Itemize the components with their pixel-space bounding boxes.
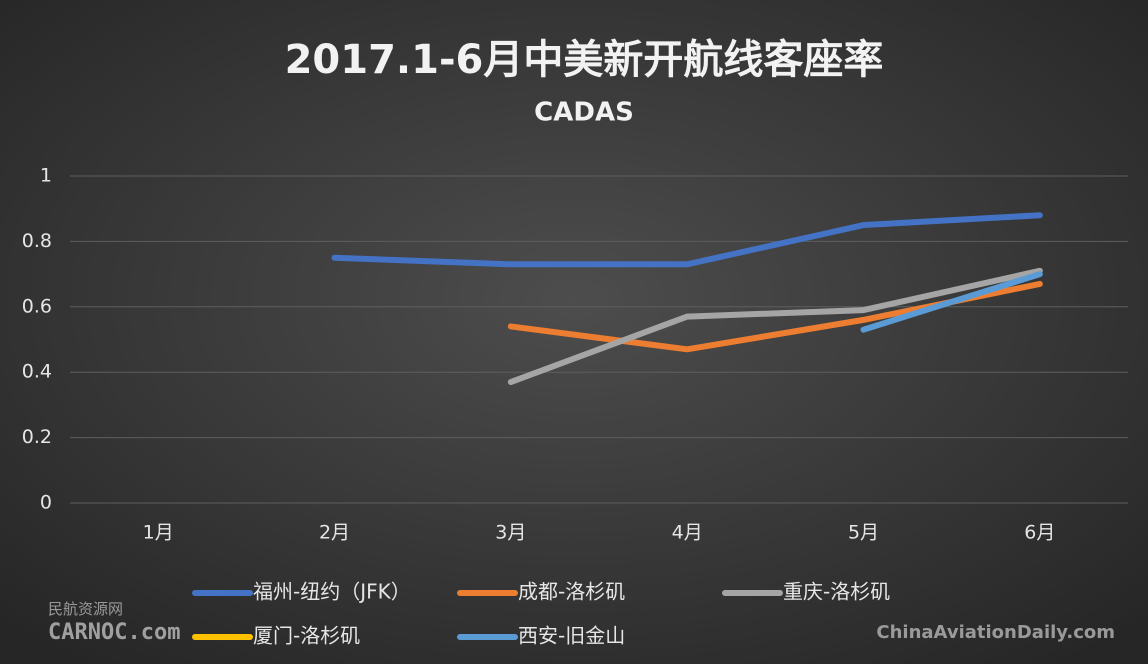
y-tick-label: 0 xyxy=(40,492,52,514)
y-tick-label: 1 xyxy=(40,165,52,187)
watermark: ChinaAviationDaily.com xyxy=(876,622,1115,643)
legend-label: 西安-旧金山 xyxy=(518,624,625,648)
y-tick-label: 0.2 xyxy=(22,426,52,448)
chart-title: 2017.1-6月中美新开航线客座率 xyxy=(285,37,884,83)
y-tick-label: 0.4 xyxy=(22,361,52,383)
series-line xyxy=(860,271,1043,333)
x-tick-label: 6月 xyxy=(1024,522,1055,544)
x-tick-label: 1月 xyxy=(143,522,174,544)
x-tick-label: 4月 xyxy=(672,522,703,544)
legend-label: 厦门-洛杉矶 xyxy=(253,624,360,648)
y-tick-label: 0.6 xyxy=(22,295,52,317)
x-tick-label: 3月 xyxy=(495,522,526,544)
legend-label: 福州-纽约（JFK） xyxy=(253,580,411,604)
legend-label: 成都-洛杉矶 xyxy=(518,580,625,604)
y-tick-label: 0.8 xyxy=(22,230,52,252)
watermark: CARNOC.com xyxy=(48,620,180,645)
series-line xyxy=(331,212,1043,268)
chart-subtitle: CADAS xyxy=(534,98,634,128)
x-tick-label: 5月 xyxy=(848,522,879,544)
x-tick-label: 2月 xyxy=(319,522,350,544)
series-line xyxy=(507,267,1043,386)
watermark: 民航资源网 xyxy=(48,600,123,618)
legend-label: 重庆-洛杉矶 xyxy=(783,580,890,604)
